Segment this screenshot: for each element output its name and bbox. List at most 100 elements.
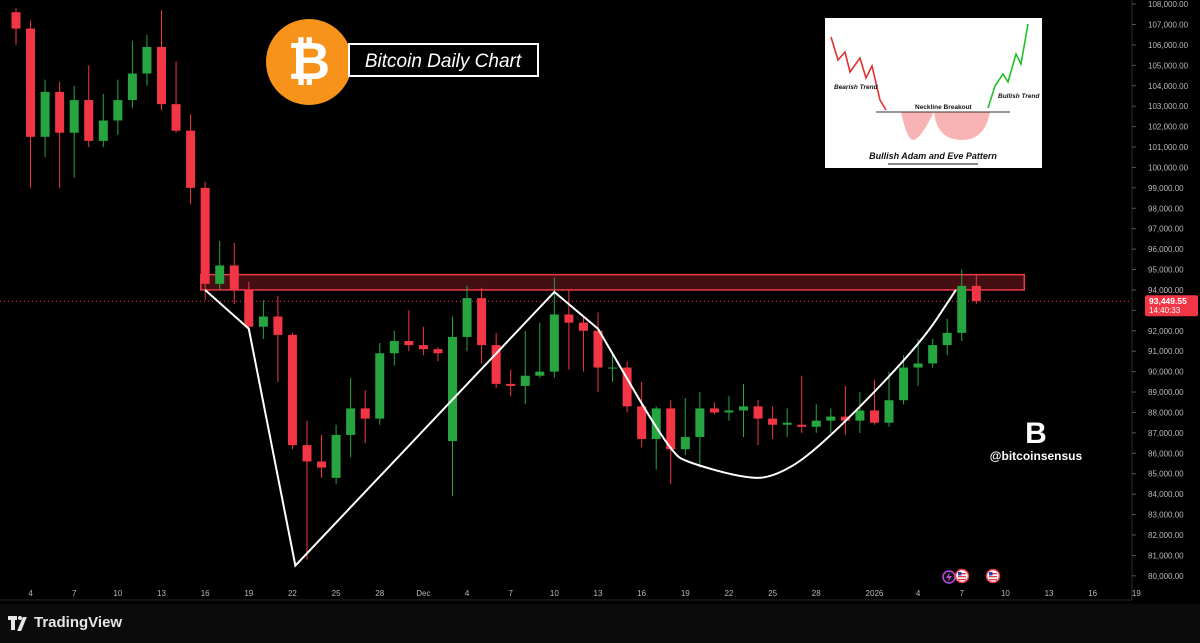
price-tick-label: 94,000.00 xyxy=(1148,286,1184,295)
candle xyxy=(11,8,21,45)
price-tick-label: 102,000.00 xyxy=(1148,123,1189,132)
candle xyxy=(840,385,850,435)
us-flag-event-icon[interactable] xyxy=(954,568,970,584)
candle xyxy=(957,269,967,342)
candle xyxy=(98,93,108,148)
candle xyxy=(695,392,705,468)
candle-body xyxy=(404,341,414,346)
time-tick-label: 13 xyxy=(594,589,603,598)
time-axis[interactable]: 4 7 10 13 16 19 22 25 28 Dec 4 7 10 13 16 19 22 25 28 2026 4… xyxy=(0,589,1141,601)
candle xyxy=(651,406,661,470)
candle xyxy=(608,355,618,382)
price-tick-label: 107,000.00 xyxy=(1148,21,1189,30)
time-tick-label: 19 xyxy=(681,589,690,598)
candle xyxy=(709,402,719,415)
candles xyxy=(11,8,981,560)
candle xyxy=(84,65,94,148)
candle xyxy=(869,379,879,425)
candle xyxy=(127,40,137,109)
price-tick-label: 106,000.00 xyxy=(1148,41,1189,50)
time-tick-label: 19 xyxy=(1132,589,1141,598)
candle-body xyxy=(840,416,850,421)
candle xyxy=(768,406,778,440)
price-axis[interactable]: 80,000.00 81,000.00 82,000.00 83,000.00 84,0… xyxy=(1131,0,1200,600)
candle xyxy=(448,316,457,497)
time-tick-label: 13 xyxy=(1045,589,1054,598)
candle xyxy=(26,20,36,188)
candle xyxy=(884,371,894,427)
candle-body xyxy=(69,100,79,133)
candle-body xyxy=(171,104,181,131)
price-tick-label: 98,000.00 xyxy=(1148,204,1184,213)
price-tick-label: 100,000.00 xyxy=(1148,163,1189,172)
candle-body xyxy=(287,334,297,446)
candle xyxy=(55,81,65,188)
lightning-event-icon[interactable] xyxy=(942,570,956,584)
candle xyxy=(578,316,588,372)
candle-body xyxy=(258,316,268,327)
candle-body xyxy=(724,410,734,413)
candle xyxy=(753,400,763,446)
time-tick-label: 22 xyxy=(288,589,297,598)
candle-body xyxy=(782,422,792,425)
candle xyxy=(680,398,690,456)
time-tick-label: 7 xyxy=(508,589,513,598)
candle-body xyxy=(535,371,545,376)
candle-body xyxy=(491,345,501,384)
candle-body xyxy=(433,349,443,354)
candle-body xyxy=(418,345,428,350)
price-tick-label: 85,000.00 xyxy=(1148,470,1184,479)
price-tick-label: 91,000.00 xyxy=(1148,347,1184,356)
inset-bullish-line xyxy=(987,23,1029,109)
candle xyxy=(360,390,370,444)
candle xyxy=(797,375,807,433)
candle xyxy=(462,285,472,352)
candle xyxy=(258,300,268,339)
tradingview-logo[interactable]: TradingView xyxy=(8,614,122,631)
time-tick-label: 25 xyxy=(768,589,777,598)
candle xyxy=(593,312,603,393)
candle-body xyxy=(564,314,574,323)
candle-body xyxy=(302,445,312,462)
watermark-logo-letter: B xyxy=(1025,417,1047,450)
candle-body xyxy=(637,406,647,440)
candle-body xyxy=(142,46,152,74)
candle-body xyxy=(477,298,487,346)
price-tick-label: 108,000.00 xyxy=(1148,0,1189,9)
candle xyxy=(942,318,952,356)
time-tick-label: 7 xyxy=(72,589,77,598)
inset-eve-cup xyxy=(934,112,990,140)
candle-body xyxy=(273,316,283,335)
candle-body xyxy=(811,420,821,427)
candle-body xyxy=(375,353,385,419)
candle-body xyxy=(971,285,981,302)
candle-body xyxy=(157,46,166,105)
candle-body xyxy=(899,367,909,401)
candle-body xyxy=(244,289,254,327)
time-tick-label: 22 xyxy=(724,589,733,598)
candle xyxy=(520,330,530,405)
price-tick-label: 97,000.00 xyxy=(1148,225,1184,234)
candle-body xyxy=(200,187,210,284)
candle-body xyxy=(55,91,65,133)
tradingview-logo-icon xyxy=(8,615,28,631)
candle-body xyxy=(928,345,938,364)
price-tick-label: 89,000.00 xyxy=(1148,388,1184,397)
time-tick-label: 4 xyxy=(28,589,33,598)
bitcoin-icon: ₿ xyxy=(266,19,352,105)
candle xyxy=(273,296,283,382)
price-tick-label: 103,000.00 xyxy=(1148,102,1189,111)
inset-caption: Bullish Adam and Eve Pattern xyxy=(869,151,997,161)
title-box: Bitcoin Daily Chart xyxy=(348,43,539,77)
candle-body xyxy=(317,461,327,468)
candle xyxy=(200,181,210,301)
candle-body xyxy=(884,400,894,423)
us-flag-event-icon[interactable] xyxy=(985,568,1001,584)
price-tick-label: 96,000.00 xyxy=(1148,245,1184,254)
price-tick-label: 87,000.00 xyxy=(1148,429,1184,438)
time-tick-label: 10 xyxy=(113,589,122,598)
candle-body xyxy=(331,434,341,478)
time-tick-label: 4 xyxy=(465,589,470,598)
candle xyxy=(404,310,414,352)
